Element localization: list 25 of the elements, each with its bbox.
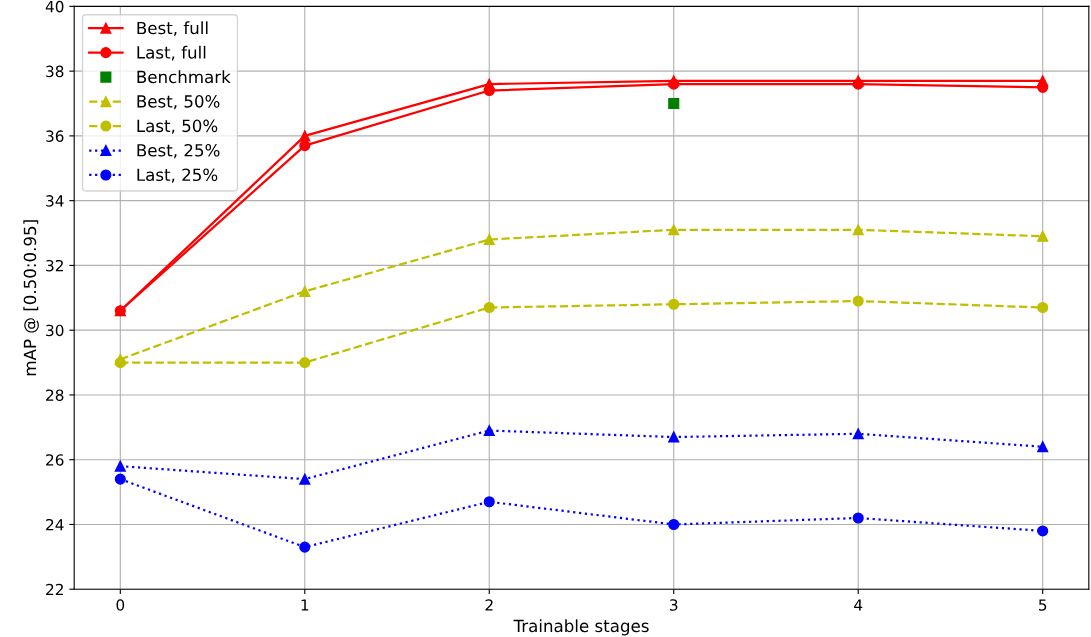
x-tick-label: 4 [854, 599, 863, 611]
y-tick-label: 36 [46, 130, 64, 142]
y-tick-label: 34 [46, 195, 64, 207]
x-tick-label: 3 [670, 599, 678, 611]
y-tick-label: 40 [45, 0, 64, 13]
y-tick-label: 38 [46, 65, 64, 78]
y-tick-label: 30 [46, 324, 64, 337]
x-tick-label: 1 [301, 599, 309, 611]
legend-label: Best, 50% [137, 95, 220, 110]
legend-label: Benchmark [137, 70, 231, 84]
y-tick-label: 28 [46, 389, 64, 401]
x-tick-label: 5 [1039, 599, 1047, 611]
legend-label: Last, 50% [137, 119, 218, 134]
legend-label: Last, full [137, 45, 206, 61]
y-tick-label: 24 [46, 518, 64, 531]
x-tick-label: 0 [116, 599, 125, 611]
legend-label: Best, 25% [137, 143, 220, 159]
y-tick-label: 26 [46, 454, 64, 466]
x-tick-label: 2 [485, 599, 493, 611]
legend-label: Last, 25% [137, 168, 218, 183]
y-axis-title: mAP @ [0.50:0.95] [23, 220, 39, 376]
y-tick-label: 32 [46, 259, 63, 272]
x-axis-title: Trainable stages [513, 619, 649, 636]
legend-label: Best, full [137, 21, 208, 36]
y-tick-label: 22 [46, 583, 63, 596]
